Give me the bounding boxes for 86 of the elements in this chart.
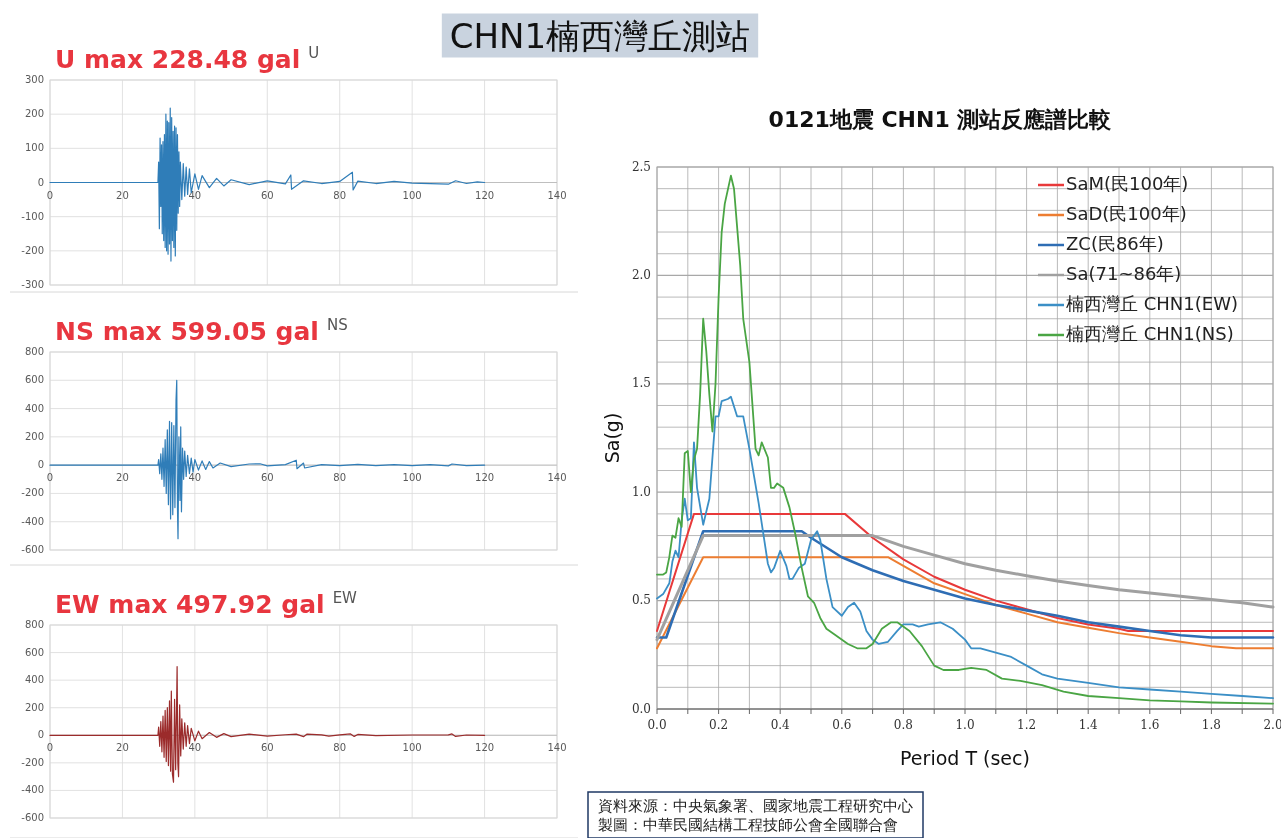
x-tick-label: 100 [402,189,422,201]
y-tick-label: 1.5 [631,376,651,391]
x-tick-label: 1.8 [1201,718,1221,732]
x-tick-label: 0.4 [770,718,791,732]
x-tick-label: 120 [475,742,495,754]
y-tick-label: -300 [21,279,44,290]
x-tick-label: 60 [260,742,274,754]
chart-title: NS max 599.05 gal [55,317,319,346]
x-tick-label: 1.4 [1078,718,1099,732]
x-tick-label: 80 [333,189,347,201]
x-tick-label: 100 [402,472,422,484]
y-tick-label: 0 [37,459,44,471]
x-tick-label: 0 [46,472,54,484]
y-tick-label: 800 [24,346,44,357]
y-tick-label: 400 [24,402,44,414]
x-tick-label: 100 [402,742,422,754]
x-tick-label: 140 [547,742,567,754]
x-tick-label: 40 [188,742,202,754]
y-axis-title: Sa(g) [601,412,623,464]
legend-label: SaM(民100年) [1066,173,1189,194]
x-tick-label: 0 [46,742,54,754]
y-tick-label: 0.5 [631,593,651,608]
x-tick-label: 1.2 [1017,718,1037,732]
y-tick-label: 0 [37,176,44,188]
y-tick-label: -600 [21,812,44,823]
chart-subtitle: EW [332,589,358,607]
x-tick-label: 0.0 [647,718,667,732]
y-tick-label: 400 [24,674,44,686]
line-series [656,174,1274,705]
text: CHN1楠西灣丘測站 [449,15,751,56]
x-tick-label: 80 [333,472,347,484]
x-tick-label: 40 [188,189,202,201]
x-tick-label: 1.0 [955,718,975,732]
x-tick-label: 40 [188,472,202,484]
legend-label: SaD(民100年) [1066,203,1187,224]
chart-title: 0121地震 CHN1 測站反應譜比較 [768,107,1113,132]
x-tick-label: 0.2 [709,718,729,732]
legend-label: 楠西灣丘 CHN1(NS) [1066,323,1234,344]
x-tick-label: 20 [116,742,129,754]
legend-label: 楠西灣丘 CHN1(EW) [1066,293,1238,314]
y-tick-label: 600 [24,374,44,386]
y-tick-label: 600 [24,646,44,658]
line-series [656,395,1274,700]
line-series [656,512,1274,632]
y-tick-label: 200 [24,701,44,713]
y-tick-label: 0 [37,729,44,741]
line-series [656,556,1274,650]
y-tick-label: -100 [21,210,44,222]
y-tick-label: 0.0 [631,701,651,716]
y-tick-label: -200 [21,244,44,256]
y-tick-label: 2.5 [631,159,651,174]
legend-label: ZC(民86年) [1066,233,1164,254]
x-axis-title: Period T (sec) [900,747,1030,769]
legend-label: Sa(71~86年) [1066,263,1182,284]
x-tick-label: 20 [116,472,129,484]
x-tick-label: 140 [547,472,567,484]
x-tick-label: 0 [46,189,54,201]
x-tick-label: 120 [475,189,495,201]
x-tick-label: 0.8 [893,718,913,732]
y-tick-label: 800 [24,619,44,630]
y-tick-label: -200 [21,487,44,499]
x-tick-label: 60 [260,189,274,201]
source-note: 資料來源：中央氣象署、國家地震工程研究中心 [598,797,913,815]
chart-title: EW max 497.92 gal [55,590,325,619]
chart-title: U max 228.48 gal [55,45,301,74]
y-tick-label: 300 [24,74,44,85]
x-tick-label: 140 [547,189,567,201]
y-tick-label: -400 [21,515,44,527]
y-tick-label: -400 [21,784,44,796]
x-tick-label: 20 [116,189,129,201]
y-tick-label: 2.0 [631,267,651,282]
x-tick-label: 1.6 [1140,718,1160,732]
chart-subtitle: NS [326,316,348,334]
y-tick-label: 1.0 [631,484,651,499]
chart-subtitle: U [308,44,320,62]
y-tick-label: 200 [24,108,44,120]
y-tick-label: -200 [21,756,44,768]
x-tick-label: 0.6 [832,718,852,732]
x-tick-label: 120 [475,472,495,484]
x-tick-label: 2.0 [1263,718,1281,732]
text: 製圖：中華民國結構工程技師公會全國聯合會 [598,816,898,834]
y-tick-label: 200 [24,430,44,442]
x-tick-label: 60 [260,472,274,484]
y-tick-label: 100 [24,142,44,154]
x-tick-label: 80 [333,742,347,754]
y-tick-label: -600 [21,544,44,555]
